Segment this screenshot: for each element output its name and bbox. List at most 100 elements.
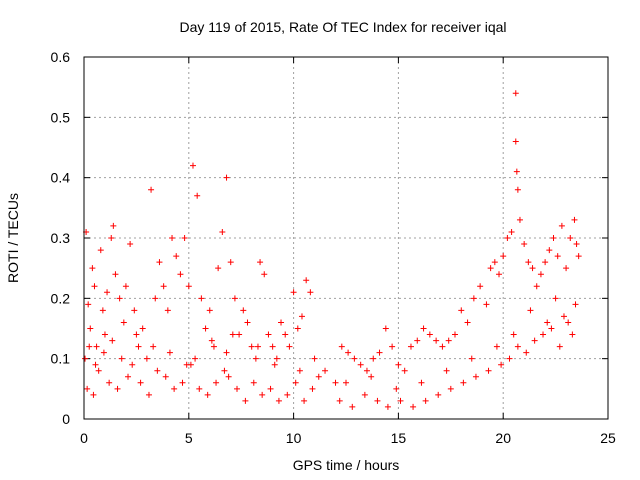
data-point bbox=[460, 379, 467, 386]
data-point bbox=[307, 289, 314, 296]
data-point bbox=[523, 349, 530, 356]
data-point bbox=[110, 222, 117, 229]
data-point bbox=[410, 403, 417, 410]
y-tick-label: 0 bbox=[62, 411, 70, 427]
data-point bbox=[156, 259, 163, 266]
data-point bbox=[556, 343, 563, 350]
data-point bbox=[286, 343, 293, 350]
data-point bbox=[223, 174, 230, 181]
data-point bbox=[86, 343, 93, 350]
data-point bbox=[458, 307, 465, 314]
data-point bbox=[292, 379, 299, 386]
data-point bbox=[213, 379, 220, 386]
data-point bbox=[563, 265, 570, 272]
data-point bbox=[565, 319, 572, 326]
data-point bbox=[120, 319, 127, 326]
data-point bbox=[485, 367, 492, 374]
data-point bbox=[540, 331, 547, 338]
y-tick-labels: 0 0.1 0.2 0.3 0.4 0.5 0.6 bbox=[51, 49, 71, 427]
data-point bbox=[97, 247, 104, 254]
data-point bbox=[108, 235, 115, 241]
data-point bbox=[271, 361, 278, 368]
y-tick-label: 0.4 bbox=[51, 170, 71, 186]
data-point bbox=[122, 283, 129, 290]
data-point bbox=[374, 397, 381, 404]
data-point bbox=[550, 235, 557, 241]
data-point bbox=[254, 343, 261, 350]
data-point bbox=[129, 361, 136, 368]
data-point bbox=[521, 241, 528, 248]
data-point bbox=[204, 391, 211, 398]
y-tick-label: 0.1 bbox=[51, 351, 71, 367]
grid bbox=[84, 57, 608, 419]
data-point bbox=[558, 222, 565, 229]
data-point bbox=[512, 90, 519, 97]
data-point bbox=[278, 319, 285, 326]
y-tick-label: 0.5 bbox=[51, 109, 71, 125]
data-point bbox=[99, 307, 106, 314]
data-point bbox=[173, 253, 180, 260]
data-point bbox=[301, 397, 308, 404]
data-point bbox=[572, 301, 579, 308]
data-point bbox=[472, 373, 479, 380]
y-tick-label: 0.3 bbox=[51, 230, 71, 246]
data-point bbox=[433, 337, 440, 344]
data-point bbox=[451, 331, 458, 338]
x-tick-label: 15 bbox=[391, 430, 407, 446]
data-point bbox=[196, 385, 203, 392]
data-point bbox=[525, 259, 532, 266]
data-point bbox=[420, 325, 427, 332]
data-point bbox=[496, 271, 503, 278]
data-point bbox=[531, 337, 538, 344]
data-point bbox=[569, 331, 576, 338]
x-tick-label: 10 bbox=[286, 430, 302, 446]
data-point bbox=[546, 247, 553, 254]
data-point bbox=[468, 355, 475, 362]
data-point bbox=[332, 379, 339, 386]
data-point bbox=[269, 343, 276, 350]
data-point bbox=[382, 325, 389, 332]
data-point bbox=[125, 373, 132, 380]
data-point bbox=[179, 379, 186, 386]
data-point bbox=[225, 373, 232, 380]
data-point bbox=[343, 379, 349, 386]
data-point bbox=[422, 397, 429, 404]
data-point bbox=[116, 295, 123, 302]
x-tick-label: 20 bbox=[495, 430, 511, 446]
data-point bbox=[487, 265, 494, 272]
data-point bbox=[183, 361, 190, 368]
data-point bbox=[95, 367, 102, 374]
data-point bbox=[206, 307, 213, 314]
data-point bbox=[290, 289, 297, 296]
data-point bbox=[376, 349, 383, 356]
data-point bbox=[322, 367, 329, 374]
data-point bbox=[166, 349, 173, 356]
data-point bbox=[84, 385, 91, 392]
data-point bbox=[104, 289, 111, 296]
data-point bbox=[407, 343, 414, 350]
data-point bbox=[513, 168, 520, 175]
data-point bbox=[198, 295, 205, 302]
data-point bbox=[351, 355, 358, 362]
data-point bbox=[154, 367, 161, 374]
data-point bbox=[221, 367, 228, 374]
data-point bbox=[537, 271, 544, 278]
data-point bbox=[426, 331, 433, 338]
data-point bbox=[483, 301, 490, 308]
data-point bbox=[275, 397, 282, 404]
data-point bbox=[573, 241, 580, 248]
data-point bbox=[106, 379, 113, 386]
data-point bbox=[240, 307, 247, 314]
data-point bbox=[548, 325, 555, 332]
x-tick-label: 25 bbox=[600, 430, 616, 446]
data-point bbox=[234, 385, 241, 392]
data-points bbox=[82, 90, 582, 410]
data-point bbox=[508, 228, 515, 235]
data-point bbox=[118, 355, 125, 362]
data-point bbox=[109, 337, 116, 344]
data-point bbox=[171, 385, 178, 392]
data-point bbox=[185, 283, 192, 290]
data-point bbox=[493, 343, 500, 350]
data-point bbox=[87, 325, 94, 332]
